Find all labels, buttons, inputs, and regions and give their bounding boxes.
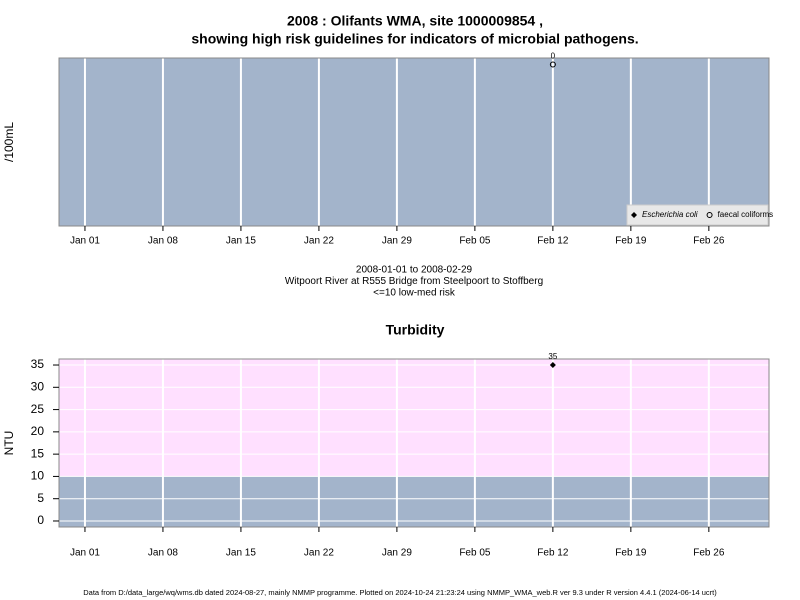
- x-tick-label: Feb 19: [615, 548, 647, 559]
- y-tick-label: 0: [37, 513, 44, 527]
- x-tick-label: Jan 08: [148, 548, 178, 559]
- y-axis-label: NTU: [2, 431, 16, 456]
- chart-title: Turbidity: [386, 322, 445, 338]
- plot-border: [58, 358, 770, 528]
- x-tick-label: Jan 29: [382, 548, 412, 559]
- x-tick-label: Feb 26: [693, 236, 725, 247]
- plot-background: [59, 58, 769, 226]
- x-tick-label: Jan 01: [70, 548, 100, 559]
- x-tick-label: Feb 05: [459, 548, 491, 559]
- plot-border: [58, 57, 770, 227]
- x-tick-label: Jan 15: [226, 548, 256, 559]
- y-tick-label: 15: [31, 446, 45, 460]
- chart-title: showing high risk guidelines for indicat…: [191, 31, 638, 47]
- legend-box: [626, 204, 769, 226]
- x-tick-label: Feb 12: [537, 236, 569, 247]
- data-point: [549, 362, 556, 369]
- data-label: 0: [551, 52, 556, 61]
- y-tick-label: 35: [31, 357, 45, 371]
- chart-title: 2008 : Olifants WMA, site 1000009854 ,: [287, 13, 543, 29]
- y-tick-label: 10: [31, 469, 45, 483]
- y-axis-label: /100mL: [2, 122, 16, 162]
- x-tick-label: Feb 12: [537, 548, 569, 559]
- x-tick-label: Feb 19: [615, 236, 647, 247]
- data-point: [549, 61, 556, 68]
- y-tick-label: 30: [31, 379, 45, 393]
- x-tick-label: Feb 26: [693, 548, 725, 559]
- y-tick-label: 25: [31, 402, 45, 416]
- y-tick-label: 20: [31, 424, 45, 438]
- x-tick-label: Jan 15: [226, 236, 256, 247]
- x-tick-label: Jan 01: [70, 236, 100, 247]
- legend-marker: [706, 212, 713, 218]
- legend-label: Escherichia coli: [642, 210, 698, 219]
- caption: <=10 low-med risk: [373, 288, 456, 299]
- caption: 2008-01-01 to 2008-02-29: [356, 265, 473, 276]
- x-tick-label: Jan 29: [382, 236, 412, 247]
- x-tick-label: Jan 22: [304, 236, 334, 247]
- data-label: 35: [548, 352, 557, 361]
- y-tick-label: 5: [37, 491, 44, 505]
- x-tick-label: Jan 08: [148, 236, 178, 247]
- caption: Witpoort River at R555 Bridge from Steel…: [285, 276, 543, 287]
- legend-marker: [631, 212, 637, 218]
- x-tick-label: Jan 22: [304, 548, 334, 559]
- risk-band: [59, 359, 769, 477]
- footer: Data from D:/data_large/wq/wms.db dated …: [83, 588, 717, 597]
- legend-label: faecal coliforms: [718, 210, 774, 219]
- x-tick-label: Feb 05: [459, 236, 491, 247]
